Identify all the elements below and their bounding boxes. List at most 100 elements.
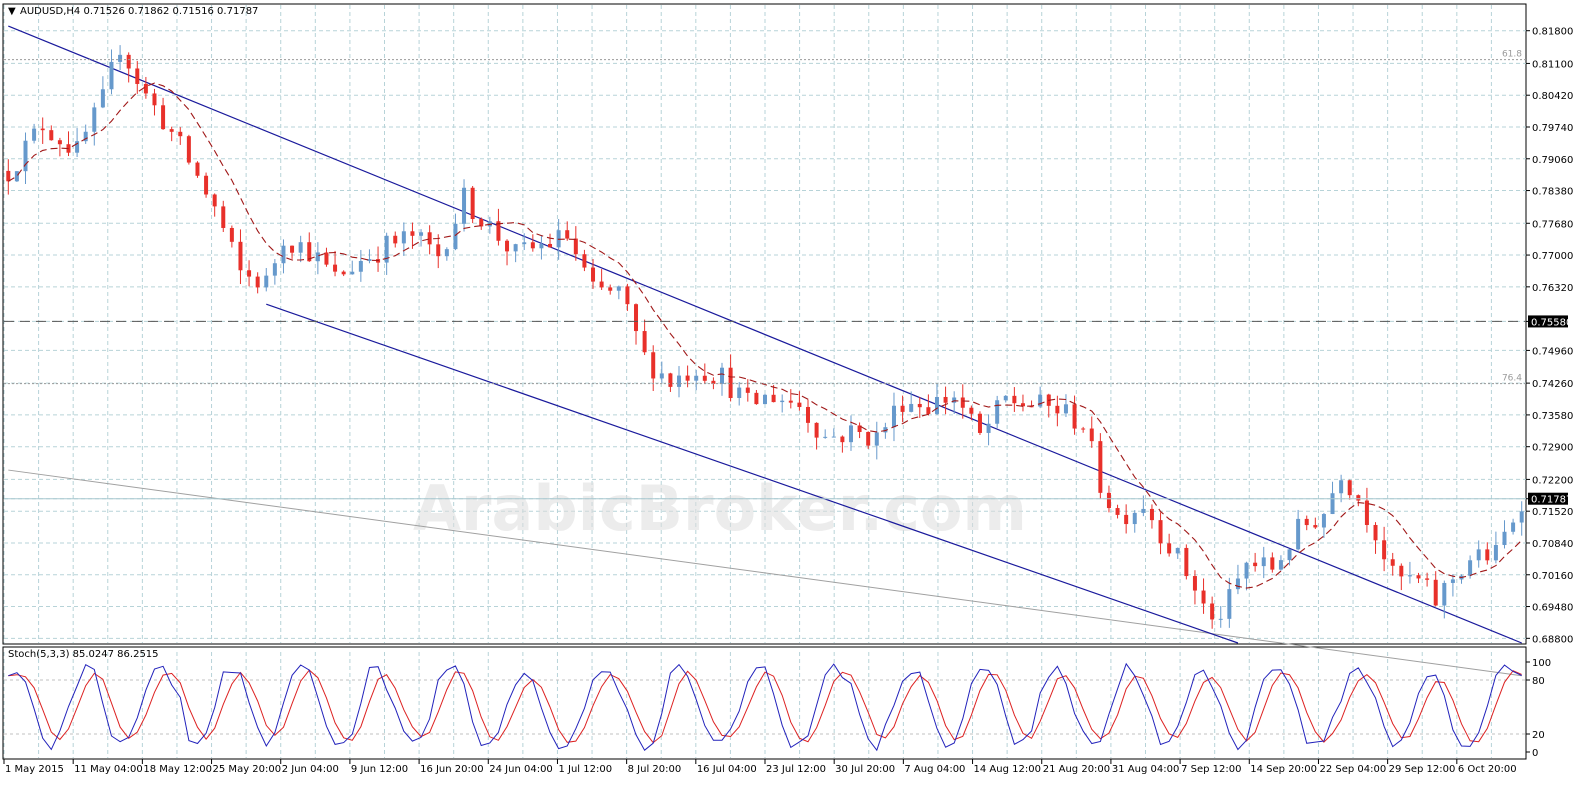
candle-bull-body	[264, 275, 269, 288]
fib-level-label: 76.4	[1502, 374, 1522, 384]
candle-bull-body	[401, 231, 406, 244]
price-tick-label: 0.79740	[1532, 123, 1573, 134]
moving-average-line	[8, 82, 1523, 589]
candle-bull-body	[1511, 522, 1516, 532]
candle-bear-body	[1485, 549, 1490, 561]
candle-bear-body	[1106, 492, 1111, 509]
candle-bull-body	[23, 140, 28, 172]
candle-bear-body	[1210, 603, 1215, 620]
stoch-tick-label: 20	[1532, 730, 1545, 741]
time-tick-label: 30 Jul 20:00	[835, 764, 895, 775]
candle-bear-body	[436, 244, 441, 257]
candle-bull-body	[1278, 560, 1283, 570]
candle-bear-body	[1364, 500, 1369, 525]
candle-bull-body	[75, 141, 80, 153]
time-tick-label: 18 May 12:00	[143, 764, 212, 775]
time-tick-label: 29 Sep 12:00	[1389, 764, 1456, 775]
price-tick-label: 0.69480	[1532, 603, 1573, 614]
chart-title: AUDUSD,H4 0.71526 0.71862 0.71516 0.7178…	[20, 6, 258, 17]
candle-bear-body	[1098, 441, 1103, 493]
candle-bear-body	[1029, 406, 1034, 408]
candle-bull-body	[1141, 508, 1146, 513]
candle-bull-body	[1330, 493, 1335, 515]
candle-bear-body	[548, 243, 553, 248]
candle-bear-body	[814, 422, 819, 438]
candle-bear-body	[247, 270, 252, 277]
stoch-main-line	[8, 662, 1522, 752]
price-tick-label: 0.74960	[1532, 346, 1573, 357]
price-tick-label: 0.77680	[1532, 219, 1573, 230]
price-tick-label: 0.71520	[1532, 507, 1573, 518]
candle-bear-body	[1382, 540, 1387, 560]
candle-bear-body	[702, 375, 707, 381]
dropdown-arrow-icon[interactable]: ▼	[8, 6, 16, 17]
price-tick-label: 0.81800	[1532, 27, 1573, 38]
candle-bull-body	[298, 242, 303, 253]
candle-bear-body	[1124, 514, 1129, 525]
candle-bull-body	[1339, 480, 1344, 494]
candle-bull-body	[1321, 514, 1326, 528]
candle-bear-body	[1390, 559, 1395, 566]
candle-bull-body	[995, 400, 1000, 424]
candle-bull-body	[513, 244, 518, 252]
candle-bear-body	[1167, 543, 1172, 554]
time-tick-label: 14 Sep 20:00	[1250, 764, 1317, 775]
candle-bear-body	[496, 221, 501, 241]
moving-average	[8, 82, 1523, 589]
candle-bull-body	[883, 427, 888, 433]
candle-bear-body	[573, 238, 578, 255]
candle-bull-body	[1407, 575, 1412, 577]
candle-bear-body	[1313, 525, 1318, 528]
candle-bear-body	[960, 397, 965, 408]
candle-bear-body	[324, 252, 329, 265]
candle-bull-body	[32, 128, 37, 141]
time-tick-label: 21 Aug 20:00	[1043, 764, 1110, 775]
time-tick-label: 14 Aug 12:00	[974, 764, 1041, 775]
candle-bull-body	[1227, 589, 1232, 619]
candle-bull-body	[831, 436, 836, 438]
time-tick-label: 16 Jul 04:00	[697, 764, 757, 775]
candle-bull-body	[350, 271, 355, 275]
candle-bear-body	[1158, 520, 1163, 544]
candle-bear-body	[427, 232, 432, 245]
candle-bear-body	[771, 394, 776, 403]
time-tick-label: 2 Jun 04:00	[282, 764, 339, 775]
candle-bear-body	[900, 405, 905, 412]
candle-bear-body	[754, 392, 759, 405]
price-tick-label: 0.72900	[1532, 443, 1573, 454]
time-tick-label: 22 Sep 04:00	[1319, 764, 1386, 775]
candle-bear-body	[685, 375, 690, 381]
candle-bear-body	[161, 105, 166, 130]
candle-bull-body	[1287, 549, 1292, 561]
candle-bull-body	[1450, 579, 1455, 583]
candle-bull-body	[1218, 618, 1223, 620]
fib-level-label: 61.8	[1502, 50, 1522, 60]
candles	[6, 45, 1524, 629]
candle-bull-body	[522, 242, 527, 245]
candle-bear-body	[186, 136, 191, 163]
candle-bull-body	[1244, 562, 1249, 579]
candle-bear-body	[1192, 576, 1197, 591]
candle-bull-body	[118, 54, 123, 62]
candle-bull-body	[315, 252, 320, 262]
candle-bear-body	[1081, 428, 1086, 430]
candle-bear-body	[805, 406, 810, 423]
time-tick-label: 23 Jul 12:00	[766, 764, 826, 775]
candle-bear-body	[608, 287, 613, 291]
candle-bull-body	[1235, 578, 1240, 590]
price-tick-label: 0.77000	[1532, 251, 1573, 262]
candle-bull-body	[1468, 560, 1473, 576]
price-level-label: 0.75580	[1531, 317, 1572, 328]
candle-bear-body	[651, 352, 656, 379]
candle-bull-body	[934, 396, 939, 414]
candle-bull-body	[419, 232, 424, 236]
candle-bull-body	[720, 367, 725, 384]
candle-bear-body	[1089, 428, 1094, 442]
candle-bull-body	[92, 107, 97, 132]
candle-bull-body	[986, 423, 991, 433]
candle-bear-body	[1149, 508, 1154, 521]
candle-bull-body	[780, 400, 785, 403]
candle-bear-body	[221, 206, 226, 228]
candle-bear-body	[1433, 579, 1438, 606]
candle-bull-body	[737, 387, 742, 398]
